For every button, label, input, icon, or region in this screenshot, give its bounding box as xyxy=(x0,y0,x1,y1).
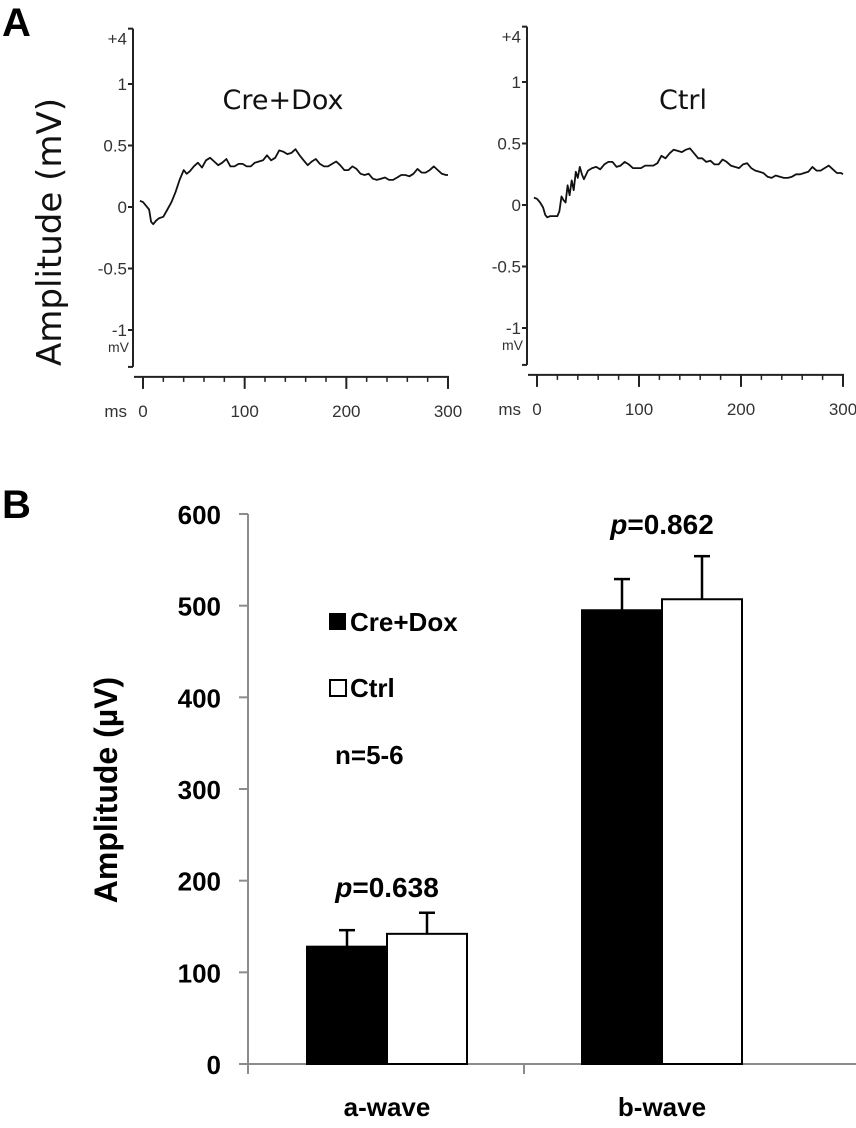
legend-swatch-cre-dox xyxy=(329,613,346,630)
y-tick-label: 500 xyxy=(178,592,221,622)
y-tick-label: 0 xyxy=(512,196,521,215)
y-axis-top-marker: +4 xyxy=(108,30,127,49)
erg-plot-cre-dox: +4 1 0.5 0 -0.5 -1mV 0 100 200 300 ms Cre+Dox xyxy=(98,27,462,421)
y-tick-label: -0.5 xyxy=(98,260,127,279)
erg-trace xyxy=(139,148,448,226)
legend-swatch-ctrl xyxy=(329,679,347,697)
erg-y-axis-label: Amplitude (mV) xyxy=(30,98,70,366)
legend: Cre+Dox Ctrl n=5-6 xyxy=(329,607,458,770)
x-tick-label: 0 xyxy=(138,402,147,421)
x-tick-label: 200 xyxy=(332,402,360,421)
bar-y-axis-label: Amplitude (µV) xyxy=(88,677,124,903)
x-unit-label: ms xyxy=(498,400,521,419)
y-tick-label: 400 xyxy=(178,683,221,713)
sample-size-note: n=5-6 xyxy=(335,740,404,770)
x-tick-label: 100 xyxy=(230,402,258,421)
y-unit-label: mV xyxy=(108,339,130,355)
x-tick-label: 300 xyxy=(434,402,462,421)
bar-ctrl-a-wave xyxy=(386,932,468,1065)
y-tick-label: 600 xyxy=(178,500,221,530)
y-tick-label: 0 xyxy=(207,1050,221,1080)
p-value: =0.862 xyxy=(627,509,713,540)
legend-label-ctrl: Ctrl xyxy=(350,673,395,703)
y-tick-label: 0 xyxy=(118,198,127,217)
y-tick-label: 200 xyxy=(178,867,221,897)
bar-cre-dox-b-wave xyxy=(581,609,663,1065)
x-unit-label: ms xyxy=(104,402,127,421)
x-tick-label: a-wave xyxy=(344,1092,431,1122)
erg-plot-ctrl: +4 1 0.5 0 -0.5 -1mV 0 100 200 300 ms Ctrl xyxy=(492,25,856,419)
p-symbol: p xyxy=(334,872,352,903)
y-axis-top-marker: +4 xyxy=(502,28,521,47)
panel-label-b: B xyxy=(2,483,31,527)
y-tick-label: -1 xyxy=(112,321,127,340)
panel-label-a: A xyxy=(2,1,31,45)
y-tick-label: 0.5 xyxy=(497,135,521,154)
y-tick-label: 100 xyxy=(178,958,221,988)
p-value: =0.638 xyxy=(352,872,438,903)
erg-trace xyxy=(533,147,844,219)
bar-ctrl-b-wave xyxy=(661,598,743,1065)
y-tick-label: 1 xyxy=(512,73,521,92)
y-unit-label: mV xyxy=(502,337,524,353)
x-tick-label: 300 xyxy=(829,400,856,419)
plot-title: Ctrl xyxy=(659,85,707,116)
y-tick-label: 0.5 xyxy=(103,137,127,156)
legend-label-cre-dox: Cre+Dox xyxy=(350,607,458,637)
x-tick-label: 200 xyxy=(727,400,755,419)
p-value-annotation: p=0.638 xyxy=(334,872,439,903)
plot-title: Cre+Dox xyxy=(222,85,343,116)
y-tick-label: -1 xyxy=(506,319,521,338)
p-symbol: p xyxy=(609,509,627,540)
bar-cre-dox-a-wave xyxy=(306,945,388,1066)
y-tick-label: -0.5 xyxy=(492,258,521,277)
x-tick-label: 100 xyxy=(625,400,653,419)
y-tick-label: 1 xyxy=(118,75,127,94)
y-tick-label: 300 xyxy=(178,775,221,805)
p-value-annotation: p=0.862 xyxy=(609,509,714,540)
x-tick-label: b-wave xyxy=(618,1092,706,1122)
x-tick-label: 0 xyxy=(532,400,541,419)
